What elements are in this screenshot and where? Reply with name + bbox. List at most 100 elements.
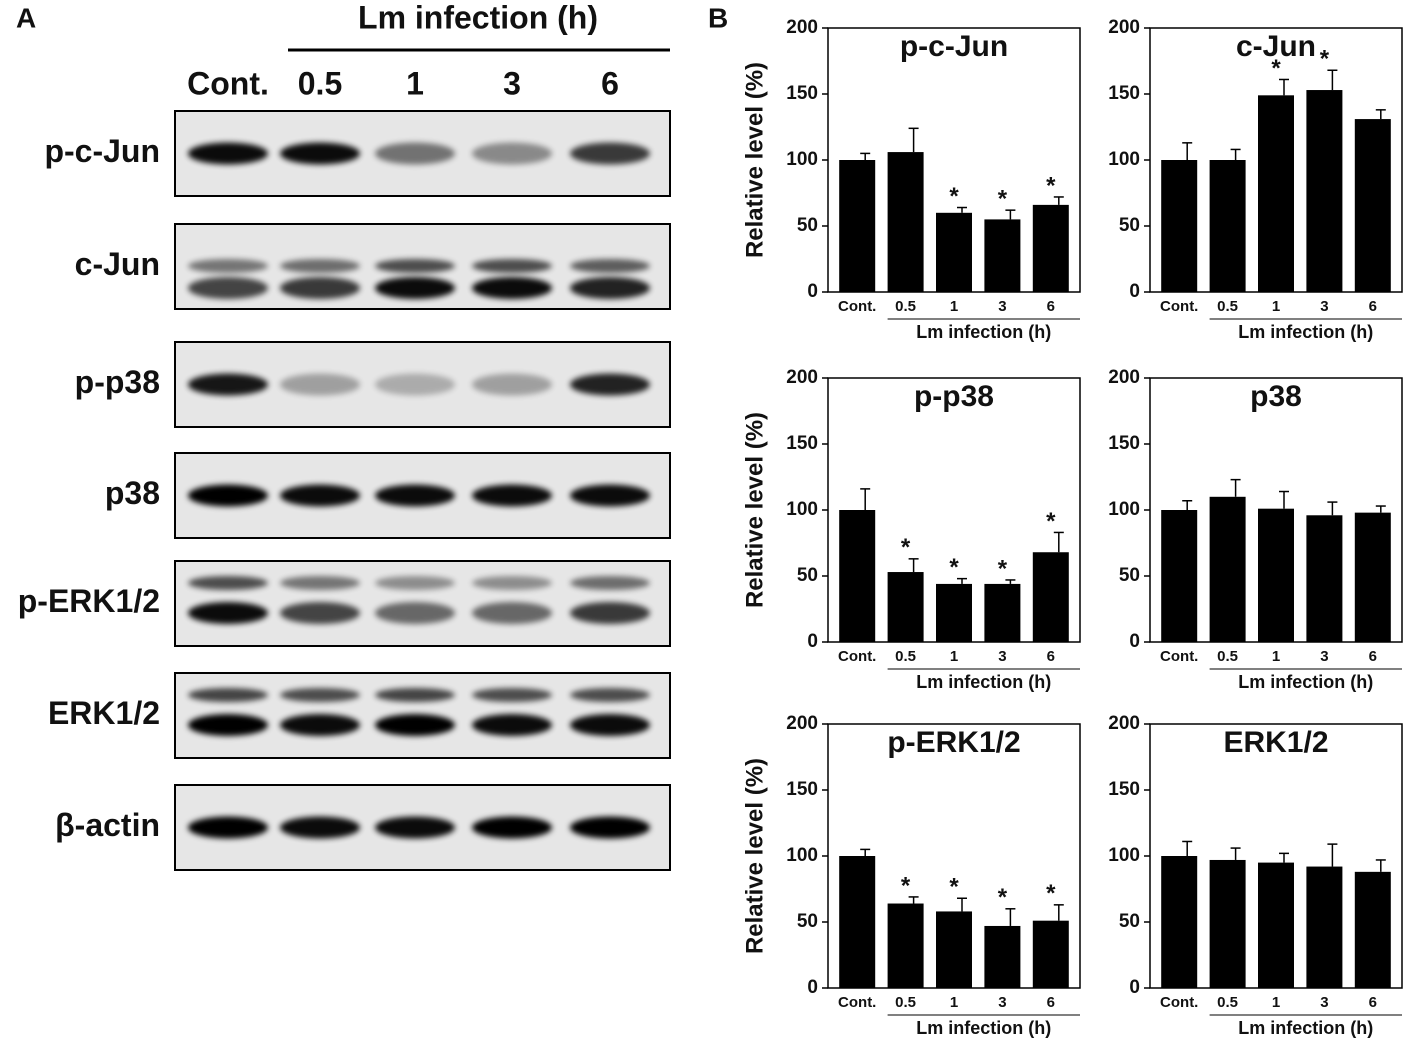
y-axis-label: Relative level (%): [741, 412, 768, 608]
y-axis-label: Relative level (%): [741, 62, 768, 258]
y-tick-label: 50: [797, 565, 818, 586]
bar: [839, 856, 876, 988]
chart-title: c-Jun: [1236, 30, 1316, 63]
y-tick-label: 100: [1108, 499, 1140, 520]
x-tick-label: 3: [998, 298, 1006, 315]
x-tick-label: 1: [1272, 648, 1280, 665]
row-label: p-ERK1/2: [18, 583, 160, 619]
x-tick-label: 0.5: [1217, 994, 1238, 1011]
group-label: Lm infection (h): [358, 0, 598, 35]
chart-title: p-p38: [914, 380, 994, 413]
bar: [1209, 496, 1246, 642]
x-axis-label: Lm infection (h): [1238, 1018, 1373, 1038]
y-tick-label: 100: [786, 149, 818, 170]
band: [472, 688, 552, 702]
y-tick-label: 50: [1119, 565, 1140, 586]
band: [375, 714, 455, 736]
band: [375, 576, 455, 590]
band: [472, 576, 552, 590]
band: [570, 277, 650, 299]
band: [570, 373, 650, 396]
band: [570, 714, 650, 736]
x-tick-label: 3: [1320, 994, 1328, 1011]
bar: [1258, 862, 1294, 988]
chart-title: ERK1/2: [1223, 726, 1328, 759]
bar: [936, 583, 972, 642]
panel-label: A: [16, 2, 36, 33]
band: [280, 142, 360, 165]
x-tick-label: 0.5: [895, 994, 916, 1011]
x-tick-label: 0.5: [1217, 298, 1238, 315]
x-axis-label: Lm infection (h): [916, 1018, 1051, 1038]
y-tick-label: 100: [1108, 845, 1140, 866]
y-tick-label: 50: [1119, 215, 1140, 236]
significance-marker: *: [1320, 46, 1330, 73]
band: [280, 259, 360, 273]
band: [280, 714, 360, 736]
bar: [984, 219, 1021, 292]
bar: [1354, 119, 1391, 292]
y-tick-label: 100: [786, 845, 818, 866]
lane-label: Cont.: [187, 65, 269, 101]
x-tick-label: 1: [950, 648, 958, 665]
panel-label: B: [708, 2, 728, 33]
bar: [1209, 859, 1246, 988]
x-tick-label: 1: [1272, 298, 1280, 315]
bar: [1354, 512, 1391, 642]
bar: [1209, 160, 1246, 292]
x-tick-label: 0.5: [895, 298, 916, 315]
y-tick-label: 100: [786, 499, 818, 520]
band: [472, 484, 552, 507]
y-tick-label: 0: [1129, 281, 1140, 302]
band: [188, 602, 268, 624]
band: [188, 816, 268, 839]
row-label: β-actin: [55, 807, 160, 843]
band: [280, 277, 360, 299]
y-tick-label: 50: [797, 215, 818, 236]
y-tick-label: 50: [797, 911, 818, 932]
band: [375, 602, 455, 624]
x-axis-label: Lm infection (h): [1238, 322, 1373, 342]
band: [280, 576, 360, 590]
band: [570, 602, 650, 624]
y-tick-label: 150: [1108, 83, 1140, 104]
y-tick-label: 0: [807, 631, 818, 652]
x-axis-label: Lm infection (h): [916, 322, 1051, 342]
row-label: ERK1/2: [48, 695, 160, 731]
band: [472, 714, 552, 736]
bar: [1032, 552, 1069, 642]
bar: [839, 160, 876, 292]
band: [280, 688, 360, 702]
bar: [887, 903, 924, 988]
significance-marker: *: [998, 186, 1008, 213]
y-tick-label: 100: [1108, 149, 1140, 170]
x-tick-label: 3: [998, 994, 1006, 1011]
chart-title: p-ERK1/2: [887, 726, 1020, 759]
bar: [1258, 95, 1294, 292]
x-tick-label: Cont.: [838, 298, 876, 315]
bar: [839, 510, 876, 642]
significance-marker: *: [1271, 55, 1281, 82]
band: [472, 373, 552, 396]
band: [570, 484, 650, 507]
significance-marker: *: [949, 183, 959, 210]
x-tick-label: Cont.: [1160, 648, 1198, 665]
band: [188, 576, 268, 590]
x-tick-label: 1: [950, 994, 958, 1011]
x-tick-label: 3: [998, 648, 1006, 665]
row-label: p-c-Jun: [44, 133, 160, 169]
y-tick-label: 150: [1108, 433, 1140, 454]
x-tick-label: 6: [1369, 994, 1377, 1011]
band: [375, 688, 455, 702]
x-tick-label: Cont.: [1160, 994, 1198, 1011]
x-tick-label: 6: [1047, 994, 1055, 1011]
x-axis-label: Lm infection (h): [1238, 672, 1373, 692]
x-tick-label: 6: [1369, 298, 1377, 315]
x-tick-label: 6: [1369, 648, 1377, 665]
y-tick-label: 200: [786, 367, 818, 388]
significance-marker: *: [901, 534, 911, 561]
bar: [1306, 515, 1343, 642]
x-tick-label: 6: [1047, 648, 1055, 665]
bar: [1161, 160, 1198, 292]
